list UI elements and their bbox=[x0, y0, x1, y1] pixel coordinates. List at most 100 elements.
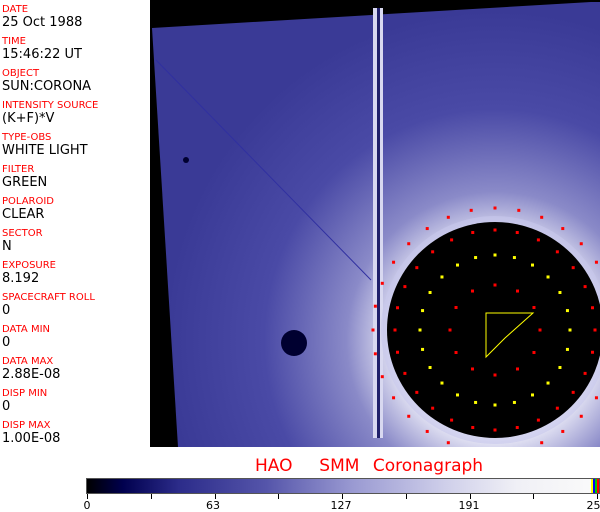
grid-marker bbox=[450, 238, 454, 242]
field-label: TYPE-OBS bbox=[2, 132, 52, 143]
grid-marker bbox=[471, 289, 474, 293]
grid-marker bbox=[558, 291, 562, 294]
grid-marker bbox=[532, 306, 536, 309]
field-value: N bbox=[2, 239, 12, 254]
grid-marker bbox=[428, 366, 432, 369]
field-label: DATA MIN bbox=[2, 324, 50, 335]
header-field: DATA MIN 0 bbox=[2, 324, 50, 350]
field-label: DISP MAX bbox=[2, 420, 51, 431]
grid-marker bbox=[456, 393, 459, 397]
grid-marker bbox=[565, 347, 569, 351]
grid-marker bbox=[418, 328, 422, 332]
field-label: FILTER bbox=[2, 164, 35, 175]
grid-marker bbox=[440, 381, 444, 385]
colorbar-tick bbox=[597, 494, 598, 499]
grid-marker bbox=[555, 250, 559, 254]
colorbar-tick bbox=[278, 494, 280, 499]
grid-marker bbox=[546, 275, 550, 279]
field-label: DATA MAX bbox=[2, 356, 54, 367]
field-label: EXPOSURE bbox=[2, 260, 57, 271]
field-label: POLAROID bbox=[2, 196, 55, 207]
dust-spot bbox=[281, 330, 307, 356]
grid-marker bbox=[531, 263, 534, 267]
grid-marker bbox=[590, 350, 594, 354]
header-field: SECTOR N bbox=[2, 228, 43, 254]
grid-marker bbox=[571, 390, 575, 394]
colorbar-tick bbox=[342, 494, 343, 499]
header-field: POLAROID CLEAR bbox=[2, 196, 54, 222]
coronagraph-image[interactable] bbox=[151, 0, 600, 447]
grid-marker bbox=[583, 285, 587, 289]
field-value: 25 Oct 1988 bbox=[2, 15, 83, 30]
grid-marker bbox=[425, 429, 429, 433]
field-value: 0 bbox=[2, 335, 11, 350]
grid-marker bbox=[446, 215, 450, 219]
grid-marker bbox=[392, 260, 396, 264]
grid-marker bbox=[393, 328, 397, 332]
grid-marker bbox=[516, 289, 519, 293]
grid-marker bbox=[590, 306, 594, 310]
grid-marker bbox=[555, 406, 559, 410]
header-field: OBJECT SUN:CORONA bbox=[2, 68, 91, 94]
grid-marker bbox=[532, 351, 536, 354]
colorbar-tick bbox=[533, 494, 535, 499]
field-value: 0 bbox=[2, 303, 11, 318]
grid-marker bbox=[454, 306, 458, 309]
grid-marker bbox=[415, 390, 419, 394]
grid-marker bbox=[515, 231, 519, 235]
colorbar-tick bbox=[214, 494, 216, 499]
dust-spot bbox=[183, 157, 189, 163]
grid-marker bbox=[493, 206, 497, 210]
field-value: 2.88E-08 bbox=[2, 367, 61, 382]
field-label: SECTOR bbox=[2, 228, 43, 239]
grid-marker bbox=[558, 366, 562, 369]
color-bar bbox=[86, 478, 600, 494]
header-field: DISP MAX 1.00E-08 bbox=[2, 420, 60, 446]
grid-marker bbox=[536, 238, 540, 242]
grid-marker bbox=[561, 429, 565, 433]
grid-marker bbox=[568, 328, 572, 332]
header-field: SPACECRAFT ROLL 0 bbox=[2, 292, 95, 318]
grid-marker bbox=[493, 403, 497, 407]
grid-marker bbox=[579, 414, 583, 418]
grid-marker bbox=[407, 242, 411, 246]
colorbar-tick bbox=[469, 494, 471, 499]
grid-marker bbox=[471, 231, 475, 235]
region-outline[interactable] bbox=[485, 312, 535, 359]
grid-marker bbox=[469, 208, 473, 212]
grid-marker bbox=[428, 291, 432, 294]
field-label: TIME bbox=[2, 36, 27, 47]
grid-marker bbox=[380, 281, 384, 285]
grid-marker bbox=[407, 414, 411, 418]
grid-marker bbox=[371, 328, 375, 332]
grid-marker bbox=[471, 425, 475, 429]
grid-marker bbox=[403, 285, 407, 289]
grid-marker bbox=[493, 253, 497, 257]
grid-marker bbox=[493, 373, 497, 377]
grid-marker bbox=[531, 393, 534, 397]
grid-marker bbox=[415, 266, 419, 270]
field-value: CLEAR bbox=[2, 207, 45, 222]
header-field: INTENSITY SOURCE (K+F)*V bbox=[2, 100, 98, 126]
grid-marker bbox=[474, 256, 478, 260]
colorbar-tick-label: 0 bbox=[83, 499, 91, 512]
grid-marker bbox=[392, 396, 396, 400]
sun-grid-markers bbox=[371, 206, 598, 445]
grid-marker bbox=[516, 367, 519, 371]
grid-marker bbox=[583, 371, 587, 375]
grid-marker bbox=[421, 347, 425, 351]
field-value: GREEN bbox=[2, 175, 48, 190]
header-field: EXPOSURE 8.192 bbox=[2, 260, 56, 286]
grid-marker bbox=[425, 227, 429, 231]
grid-marker bbox=[512, 256, 516, 260]
grid-marker bbox=[546, 381, 550, 385]
field-label: DATE bbox=[2, 4, 29, 15]
colorbar-tick-label: 255 bbox=[586, 499, 600, 512]
field-value: (K+F)*V bbox=[2, 111, 55, 126]
colorbar-tick bbox=[150, 494, 152, 499]
grid-marker bbox=[493, 228, 497, 232]
grid-marker bbox=[431, 250, 435, 254]
pylon-streak bbox=[155, 59, 372, 281]
grid-marker bbox=[561, 227, 565, 231]
